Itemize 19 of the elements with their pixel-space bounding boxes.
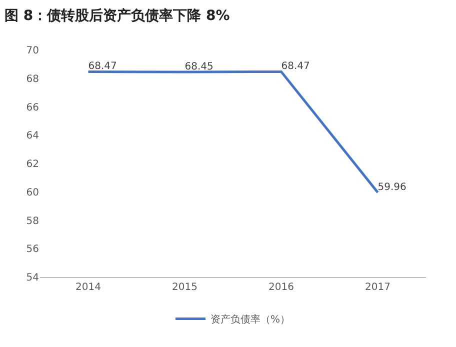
y-tick-label: 62 [26,159,39,170]
x-tick-label: 2015 [172,282,198,293]
data-label: 59.96 [378,182,406,193]
x-tick-label: 2017 [365,282,390,293]
data-label: 68.47 [88,61,117,72]
y-tick-label: 58 [26,216,39,227]
x-tick-label: 2016 [268,282,294,293]
y-tick-label: 66 [26,102,39,114]
y-tick-label: 64 [26,130,39,142]
y-tick-label: 54 [26,272,39,284]
data-label: 68.47 [281,61,310,72]
y-tick-label: 60 [26,187,39,198]
chart-title: 图 8：债转股后资产负债率下降 8% [4,7,230,24]
y-tick-label: 68 [26,74,39,85]
y-tick-label: 70 [26,46,39,56]
x-tick-label: 2014 [76,282,101,293]
y-tick-label: 56 [26,244,39,256]
legend-label: 资产负债率（%） [210,314,290,326]
data-label: 68.45 [184,61,214,72]
